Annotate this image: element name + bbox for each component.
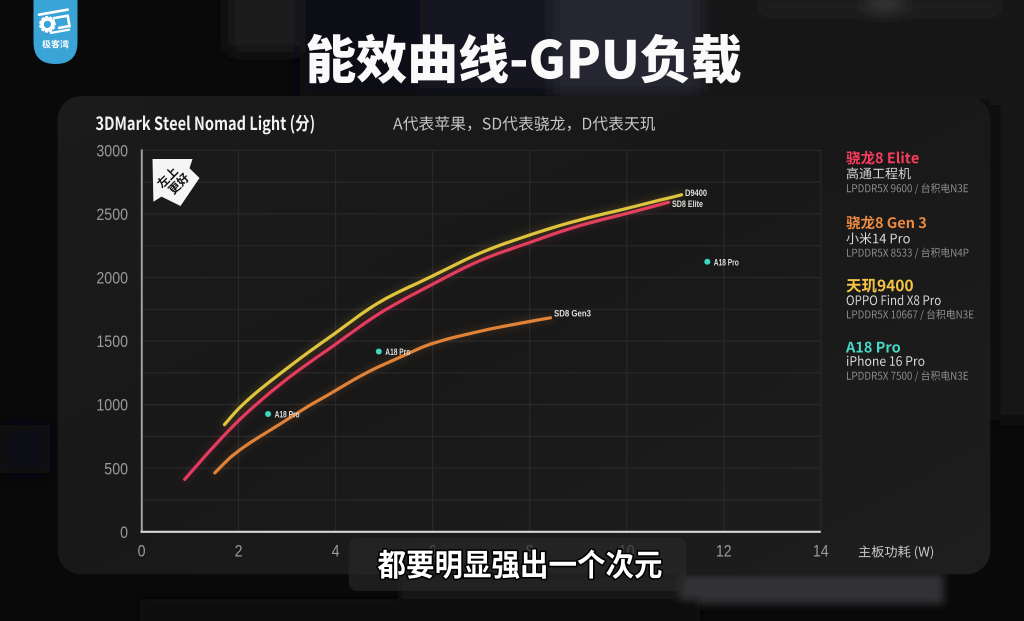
svg-text:SD8 Elite: SD8 Elite (672, 199, 703, 209)
svg-text:12: 12 (716, 541, 732, 560)
svg-text:3000: 3000 (96, 141, 128, 160)
svg-text:2500: 2500 (96, 205, 128, 224)
svg-text:2: 2 (235, 541, 243, 560)
svg-text:D9400: D9400 (685, 188, 707, 198)
svg-text:4: 4 (332, 541, 340, 560)
svg-text:14: 14 (813, 541, 829, 560)
svg-text:1000: 1000 (96, 396, 128, 415)
svg-text:A18 Pro: A18 Pro (385, 347, 410, 357)
svg-text:0: 0 (120, 523, 128, 542)
svg-text:2000: 2000 (96, 269, 128, 288)
svg-text:SD8 Gen3: SD8 Gen3 (554, 309, 591, 319)
svg-text:0: 0 (138, 541, 146, 560)
svg-text:A18 Pro: A18 Pro (714, 257, 739, 267)
svg-text:500: 500 (104, 459, 128, 478)
svg-text:1500: 1500 (96, 332, 128, 351)
svg-text:A18 Pro: A18 Pro (275, 410, 300, 420)
